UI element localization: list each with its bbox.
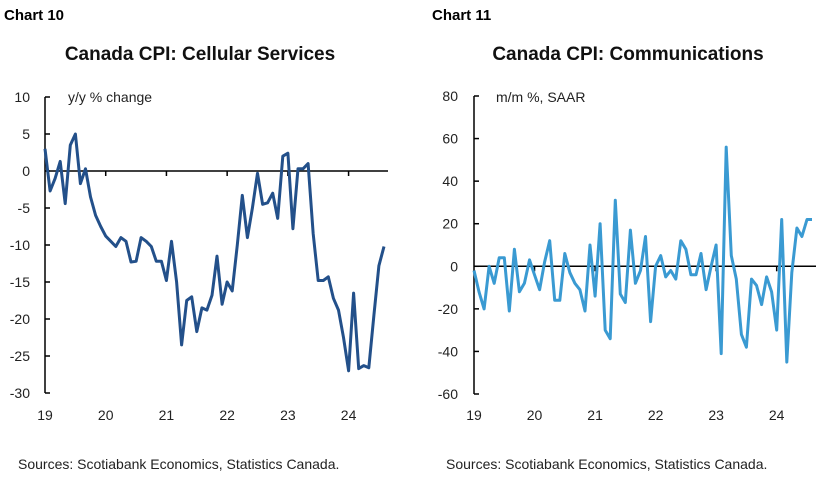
chart-title: Canada CPI: Communications [492,44,763,65]
y-tick-label: 20 [442,216,458,232]
y-tick-label: -15 [10,274,30,290]
series-line [472,145,812,364]
y-tick-label: 10 [14,89,30,105]
series-line [43,132,386,373]
y-tick-label: -5 [18,200,31,216]
chart-11: Chart 11 Canada CPI: Communications m/m … [432,7,816,472]
x-tick-label: 22 [648,407,664,423]
chart-title: Canada CPI: Cellular Services [65,44,335,65]
y-tick-label: 40 [442,173,458,189]
y-tick-label: 0 [450,258,458,274]
x-tick-label: 19 [37,407,53,423]
chart-number: Chart 10 [4,7,64,24]
x-tick-label: 21 [159,407,175,423]
chart-number: Chart 11 [432,7,491,24]
y-tick-label: 60 [442,131,458,147]
x-tick-label: 24 [769,407,785,423]
y-tick-label: -20 [438,301,458,317]
y-tick-label: -60 [438,386,458,402]
x-tick-label: 20 [527,407,543,423]
x-tick-label: 19 [466,407,482,423]
y-axis-label: m/m %, SAAR [496,89,585,105]
y-tick-label: 80 [442,88,458,104]
y-tick-label: -30 [10,385,30,401]
chart-10: Chart 10 Canada CPI: Cellular Services y… [4,7,388,472]
y-tick-label: -40 [438,343,458,359]
y-tick-label: -20 [10,311,30,327]
y-axis-label: y/y % change [68,89,152,105]
x-tick-label: 22 [219,407,235,423]
x-tick-label: 24 [341,407,357,423]
x-tick-label: 23 [708,407,724,423]
y-tick-label: 5 [22,126,30,142]
source-note: Sources: Scotiabank Economics, Statistic… [446,456,767,472]
x-tick-label: 23 [280,407,296,423]
source-note: Sources: Scotiabank Economics, Statistic… [18,456,339,472]
y-tick-label: 0 [22,163,30,179]
y-tick-label: -10 [10,237,30,253]
x-tick-label: 21 [587,407,603,423]
y-tick-label: -25 [10,348,30,364]
x-tick-label: 20 [98,407,114,423]
